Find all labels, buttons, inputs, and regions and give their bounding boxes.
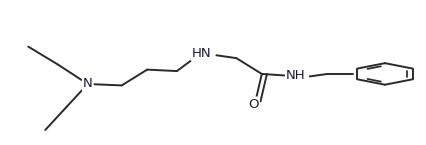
Text: HN: HN — [192, 47, 211, 60]
Text: O: O — [248, 98, 259, 111]
Text: N: N — [83, 77, 92, 90]
Text: NH: NH — [286, 69, 305, 82]
